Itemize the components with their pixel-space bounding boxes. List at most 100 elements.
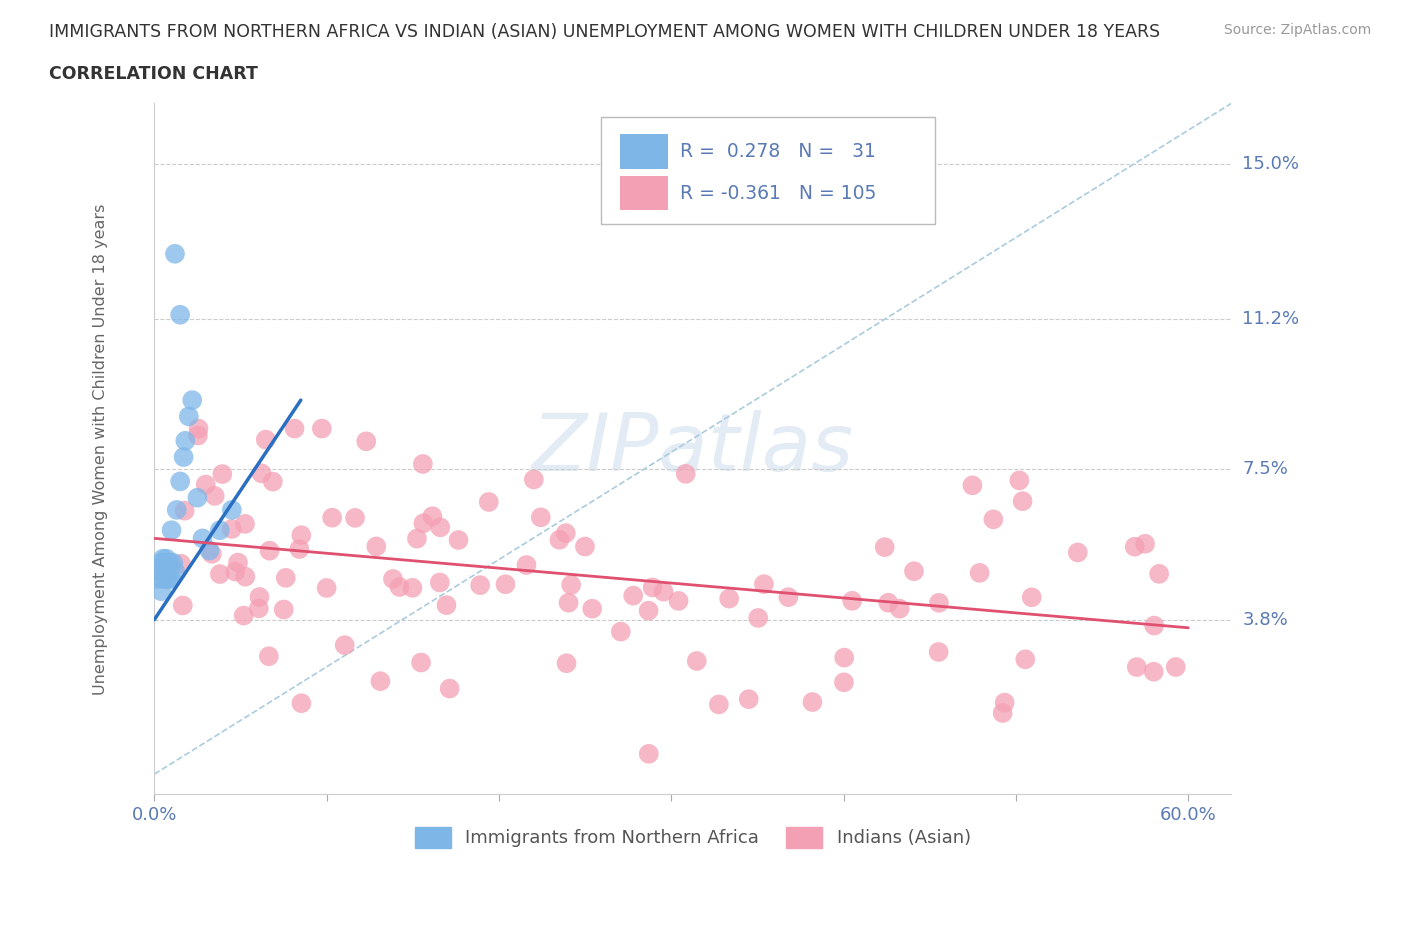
Point [333, 638, 356, 653]
Point [470, 578, 492, 592]
Point [718, 591, 741, 606]
Point [201, 546, 224, 561]
Point [412, 457, 434, 472]
Point [153, 555, 176, 570]
Point [436, 598, 458, 613]
Point [530, 510, 553, 525]
Point [707, 697, 730, 711]
Point [208, 566, 231, 581]
Point [226, 555, 249, 570]
Point [738, 692, 761, 707]
Point [429, 520, 451, 535]
Point [232, 608, 254, 623]
Point [283, 421, 305, 436]
Point [148, 564, 170, 578]
Point [153, 564, 176, 578]
Point [208, 523, 231, 538]
Point [315, 580, 337, 595]
Point [495, 577, 517, 591]
Point [290, 528, 312, 543]
Point [1126, 659, 1149, 674]
Point [991, 706, 1014, 721]
Point [233, 516, 256, 531]
Point [1133, 537, 1156, 551]
Point [152, 572, 174, 587]
Point [515, 558, 537, 573]
Point [560, 578, 582, 592]
Point [381, 571, 404, 586]
Point [172, 598, 194, 613]
Point [344, 511, 367, 525]
Point [194, 477, 217, 492]
Point [155, 572, 177, 587]
Point [173, 503, 195, 518]
Point [274, 570, 297, 585]
Point [406, 531, 429, 546]
Point [686, 654, 709, 669]
Point [163, 564, 186, 578]
Point [166, 502, 188, 517]
Point [288, 541, 311, 556]
Point [235, 569, 257, 584]
Point [574, 539, 596, 554]
Point [262, 474, 284, 489]
Point [1067, 545, 1090, 560]
Point [1123, 539, 1146, 554]
Point [928, 644, 950, 659]
Point [832, 650, 855, 665]
Point [557, 595, 579, 610]
Point [409, 655, 432, 670]
Point [186, 490, 208, 505]
Point [801, 695, 824, 710]
Point [169, 307, 191, 322]
Point [555, 656, 578, 671]
Point [1143, 664, 1166, 679]
Point [641, 580, 664, 595]
Point [150, 584, 173, 599]
Point [637, 747, 659, 762]
Point [174, 433, 197, 448]
Bar [620, 176, 668, 210]
Point [889, 602, 911, 617]
Point [1021, 590, 1043, 604]
Point [250, 466, 273, 481]
Point [259, 543, 281, 558]
Point [1147, 566, 1170, 581]
Point [752, 577, 775, 591]
Point [187, 428, 209, 443]
Point [928, 595, 950, 610]
Point [832, 675, 855, 690]
Point [652, 584, 675, 599]
Point [581, 602, 603, 617]
Text: 11.2%: 11.2% [1243, 310, 1299, 327]
Point [994, 695, 1017, 710]
Text: 15.0%: 15.0% [1243, 155, 1299, 173]
Point [163, 246, 186, 261]
Point [841, 593, 863, 608]
Point [257, 649, 280, 664]
Point [903, 564, 925, 578]
FancyBboxPatch shape [602, 117, 935, 224]
Point [152, 551, 174, 566]
Point [388, 579, 411, 594]
Point [1011, 494, 1033, 509]
Point [366, 539, 388, 554]
Point [150, 555, 173, 570]
Point [311, 421, 333, 436]
Point [675, 466, 697, 481]
Point [146, 572, 169, 587]
Point [221, 502, 243, 517]
Point [224, 565, 246, 579]
Point [554, 525, 576, 540]
Text: IMMIGRANTS FROM NORTHERN AFRICA VS INDIAN (ASIAN) UNEMPLOYMENT AMONG WOMEN WITH : IMMIGRANTS FROM NORTHERN AFRICA VS INDIA… [49, 23, 1160, 41]
Point [370, 673, 392, 688]
Point [969, 565, 991, 580]
Legend: Immigrants from Northern Africa, Indians (Asian): Immigrants from Northern Africa, Indians… [415, 827, 972, 847]
Text: 3.8%: 3.8% [1243, 611, 1288, 629]
Point [191, 531, 214, 546]
Point [170, 556, 193, 571]
Point [157, 564, 180, 578]
Point [439, 681, 461, 696]
Point [159, 555, 181, 570]
Point [273, 602, 295, 617]
